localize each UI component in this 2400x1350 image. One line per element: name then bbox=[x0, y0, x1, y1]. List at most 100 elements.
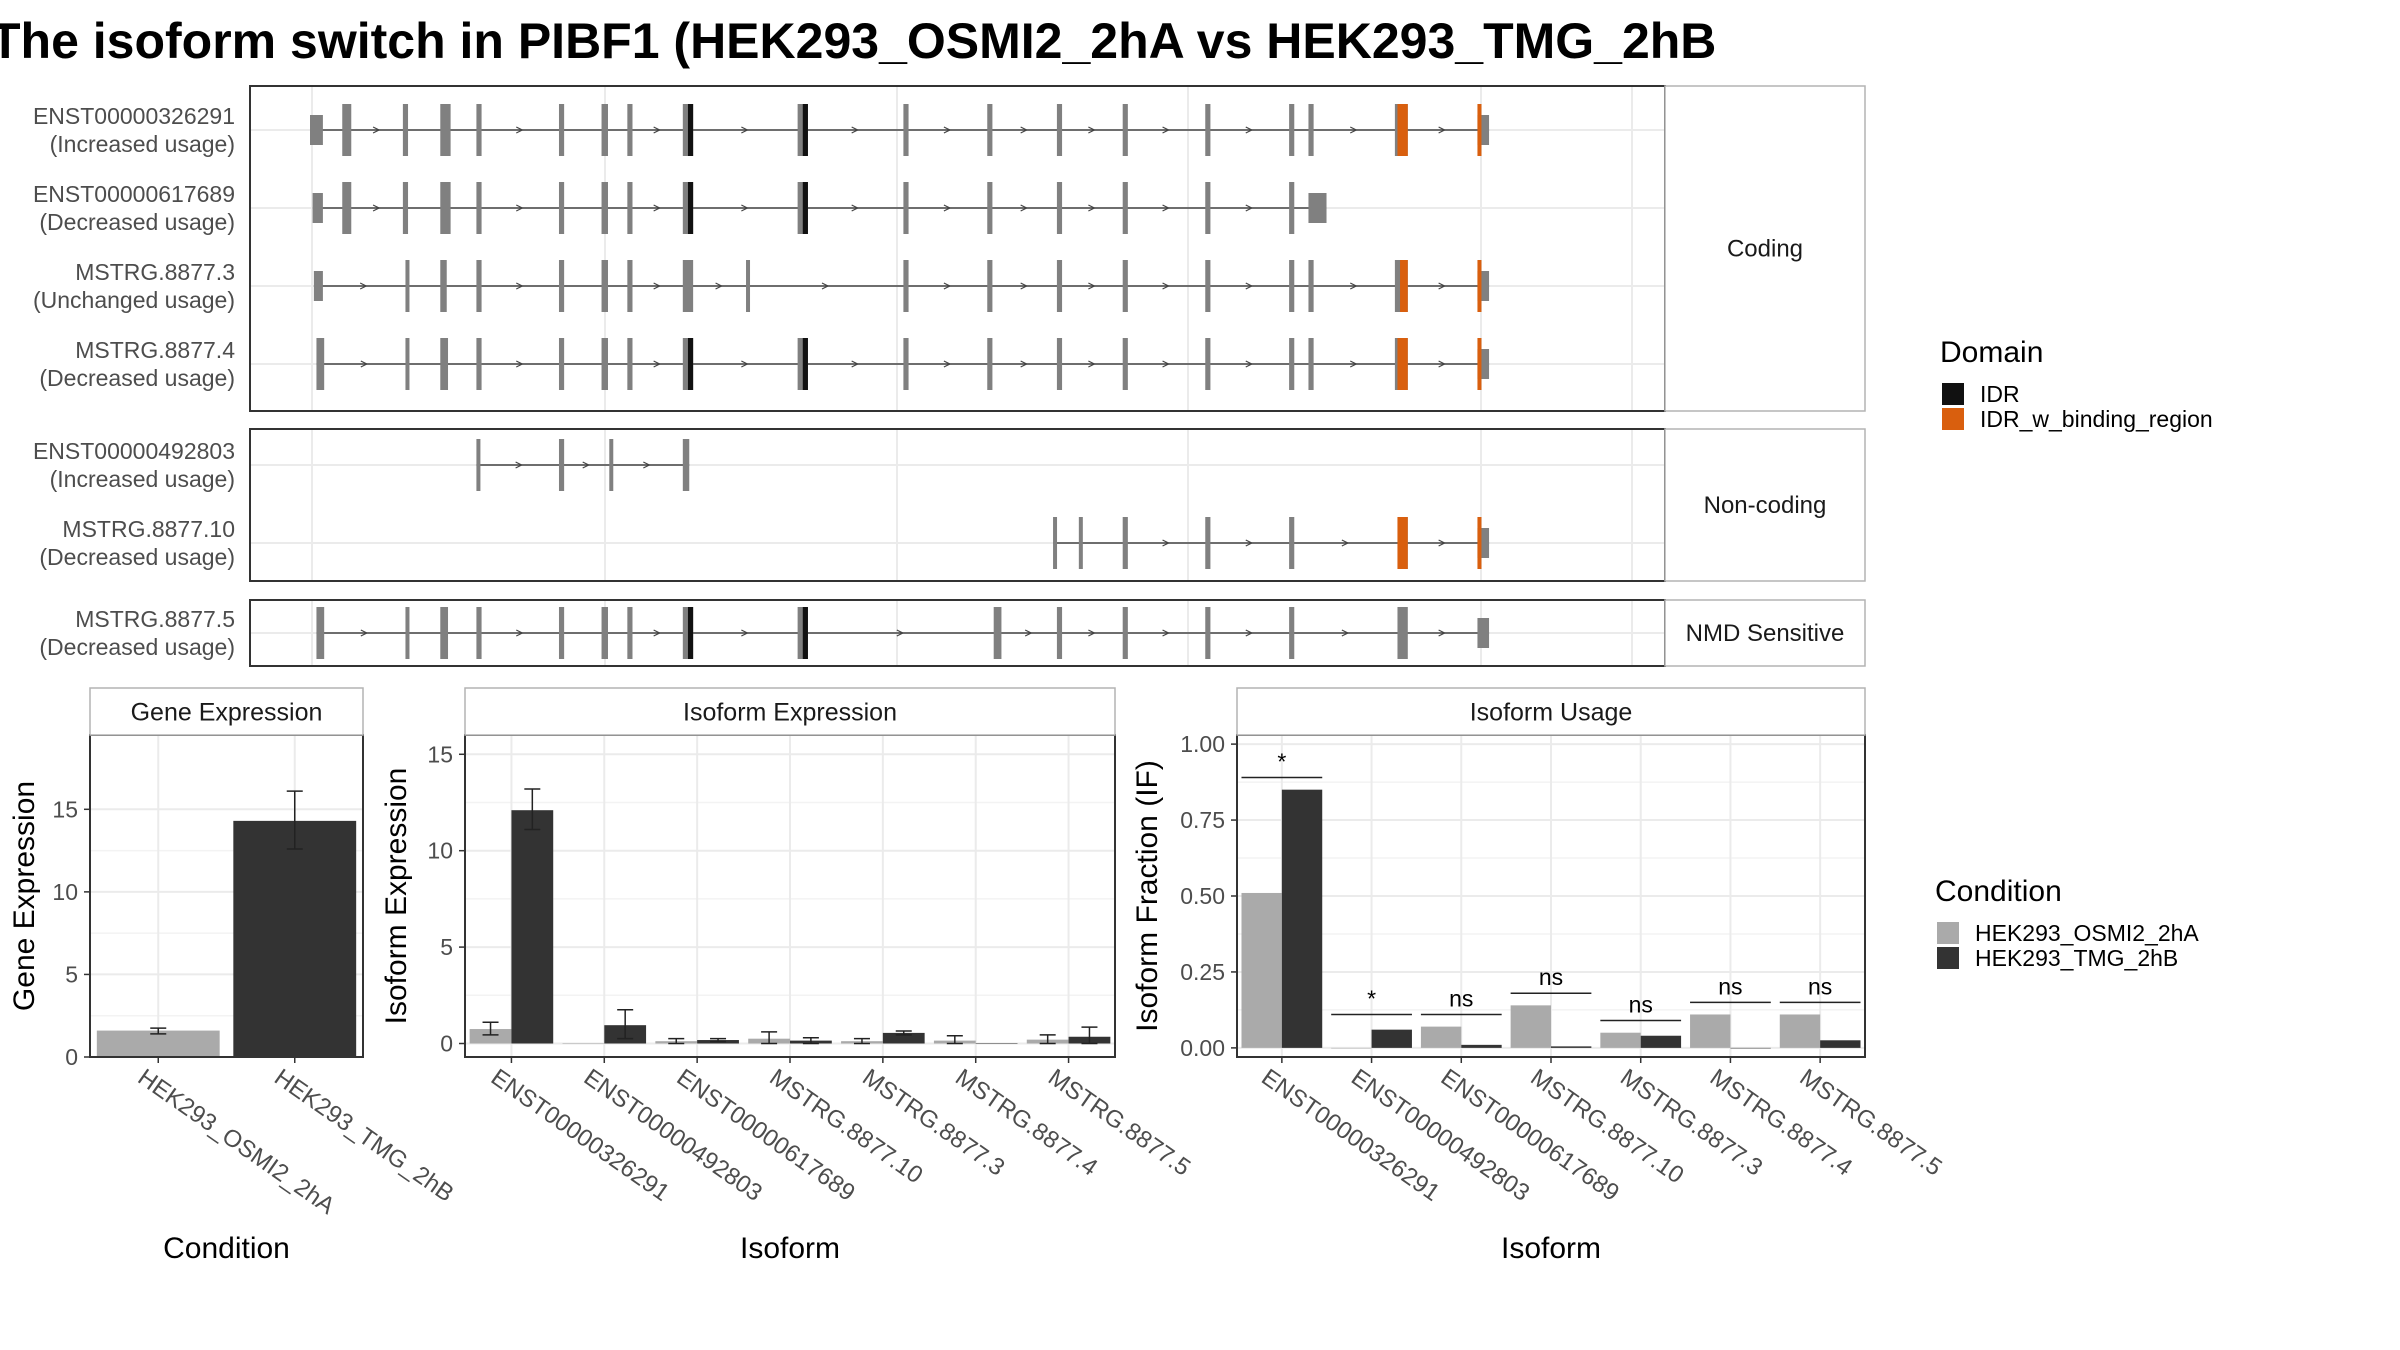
strand-arrow bbox=[1162, 360, 1170, 368]
significance-label: * bbox=[1277, 749, 1286, 775]
exon bbox=[316, 607, 325, 659]
exon bbox=[903, 104, 909, 156]
strand-arrow bbox=[741, 126, 749, 134]
bar bbox=[511, 810, 554, 1044]
y-axis-label: Isoform Fraction (IF) bbox=[1131, 760, 1164, 1032]
bar bbox=[882, 1032, 925, 1044]
strand-arrow bbox=[653, 360, 661, 368]
exon bbox=[1056, 182, 1063, 234]
strand-arrow bbox=[1024, 629, 1033, 637]
significance-label: ns bbox=[1718, 973, 1742, 999]
domain-idr bbox=[687, 182, 694, 234]
strand-arrow bbox=[1245, 204, 1254, 212]
isoform-usage-label: (Decreased usage) bbox=[39, 544, 235, 570]
strand-arrow bbox=[1245, 629, 1254, 637]
exon bbox=[1205, 607, 1211, 659]
strand-arrow bbox=[1245, 360, 1254, 368]
domain-legend-label: IDR bbox=[1980, 381, 2020, 407]
domain-idr bbox=[687, 338, 694, 390]
structure-panel-coding: Coding bbox=[249, 85, 1866, 412]
exon bbox=[402, 182, 409, 234]
exon bbox=[476, 338, 482, 390]
exon bbox=[1289, 607, 1295, 659]
strand-arrow bbox=[643, 461, 651, 469]
condition-legend-label: HEK293_TMG_2hB bbox=[1975, 945, 2178, 971]
domain-idr-binding-region bbox=[1400, 260, 1408, 312]
exon bbox=[682, 439, 690, 491]
exon bbox=[903, 182, 909, 234]
condition-legend-label: HEK293_OSMI2_2hA bbox=[1975, 920, 2199, 946]
significance-label: ns bbox=[1449, 985, 1473, 1011]
exon bbox=[1289, 182, 1295, 234]
exon bbox=[558, 439, 565, 491]
exon bbox=[1122, 517, 1128, 569]
isoform-label: MSTRG.8877.10 bbox=[62, 516, 235, 542]
isoform-usage-label: (Decreased usage) bbox=[39, 365, 235, 391]
strand-arrow bbox=[851, 204, 860, 212]
y-tick-label: 10 bbox=[427, 838, 453, 864]
exon bbox=[1477, 618, 1490, 648]
strand-arrow bbox=[360, 360, 369, 368]
exon bbox=[993, 607, 1002, 659]
strand-arrow bbox=[943, 126, 952, 134]
bar bbox=[1241, 892, 1282, 1048]
strand-arrow bbox=[1088, 629, 1096, 637]
domain-idr bbox=[802, 607, 808, 659]
exon bbox=[440, 104, 451, 156]
exon bbox=[1308, 104, 1314, 156]
y-tick-label: 5 bbox=[65, 961, 78, 987]
chart-title: Gene Expression bbox=[131, 699, 323, 727]
exon bbox=[1122, 104, 1128, 156]
bar bbox=[1510, 1005, 1551, 1048]
exon bbox=[476, 439, 481, 491]
condition-legend-title: Condition bbox=[1935, 875, 2062, 908]
isoform-usage-label: (Increased usage) bbox=[50, 131, 235, 157]
y-axis-label: Gene Expression bbox=[8, 781, 41, 1011]
exon bbox=[1122, 182, 1128, 234]
strand-arrow bbox=[1438, 126, 1446, 134]
exon bbox=[1056, 607, 1063, 659]
strand-arrow bbox=[1341, 629, 1350, 637]
strand-arrow bbox=[1020, 282, 1029, 290]
panel-background bbox=[250, 86, 1665, 411]
exon bbox=[405, 260, 410, 312]
exon bbox=[601, 182, 608, 234]
strand-arrow bbox=[1088, 126, 1096, 134]
strand-arrow bbox=[1020, 204, 1029, 212]
exon bbox=[476, 607, 482, 659]
strand-arrow bbox=[1020, 360, 1029, 368]
bar bbox=[1461, 1044, 1502, 1048]
exon bbox=[1289, 260, 1295, 312]
exon bbox=[312, 193, 323, 223]
exon bbox=[627, 260, 633, 312]
strand-arrow bbox=[1245, 126, 1254, 134]
y-tick-label: 0 bbox=[65, 1044, 78, 1070]
y-axis-label: Isoform Expression bbox=[380, 768, 413, 1025]
bar bbox=[562, 1043, 605, 1045]
isoform-label: MSTRG.8877.4 bbox=[75, 337, 235, 363]
facet-strip bbox=[464, 687, 1116, 736]
exon bbox=[310, 115, 323, 145]
isoform-expression-chart: Isoform Expression051015ENST00000326291E… bbox=[380, 687, 1195, 1265]
y-tick-label: 15 bbox=[52, 796, 78, 822]
bar bbox=[1600, 1032, 1641, 1048]
strand-arrow bbox=[851, 360, 860, 368]
exon bbox=[402, 104, 409, 156]
y-tick-label: 0.50 bbox=[1180, 883, 1225, 909]
exon bbox=[1205, 338, 1211, 390]
strand-arrow bbox=[943, 282, 952, 290]
significance-label: ns bbox=[1539, 964, 1563, 990]
strand-arrow bbox=[896, 629, 905, 637]
strand-arrow bbox=[741, 629, 749, 637]
exon bbox=[1056, 104, 1063, 156]
exon bbox=[558, 182, 565, 234]
isoform-usage-label: (Decreased usage) bbox=[39, 209, 235, 235]
y-tick-label: 15 bbox=[427, 741, 453, 767]
isoform-usage-label: (Increased usage) bbox=[50, 466, 235, 492]
x-tick-label: MSTRG.8877.10 bbox=[765, 1064, 928, 1189]
bar bbox=[1371, 1029, 1412, 1048]
exon bbox=[609, 439, 614, 491]
exon bbox=[746, 260, 751, 312]
exon bbox=[1053, 517, 1058, 569]
